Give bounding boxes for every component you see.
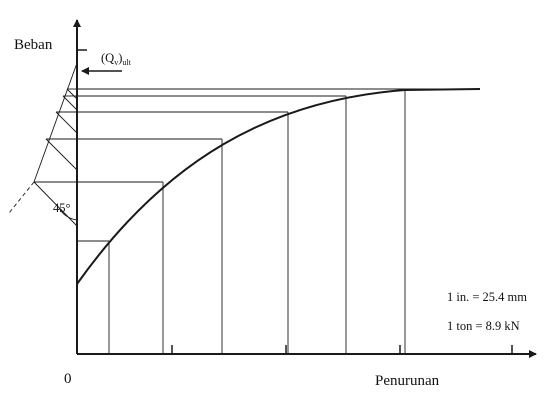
ultimate-load-label: (Qv)ult — [101, 51, 132, 67]
diagonal-45 — [55, 111, 78, 134]
envelope-line — [33, 62, 78, 183]
unit-note-inch: 1 in. = 25.4 mm — [447, 290, 527, 304]
axis-ticks — [77, 49, 513, 354]
diagonal-45 — [45, 138, 78, 171]
ultimate-load-main: (Q — [101, 51, 114, 65]
vertical-construction-lines — [108, 89, 406, 354]
diagonal-45 — [33, 181, 78, 227]
load-settlement-curve — [76, 88, 481, 285]
ultimate-load-sub-ult: ult — [122, 58, 131, 67]
angle-arc — [58, 207, 78, 221]
horizontal-construction-lines — [77, 88, 480, 242]
ultimate-load-close: ) — [118, 51, 122, 65]
y-axis-label: Beban — [14, 37, 53, 53]
envelope-line-dashed — [8, 181, 35, 214]
origin-label: 0 — [64, 371, 72, 387]
diagonal-45 — [66, 88, 78, 100]
angle-label: 45° — [53, 201, 71, 215]
ultimate-load-sub-v: v — [114, 58, 118, 67]
diagonal-45 — [62, 95, 78, 111]
axes — [73, 19, 537, 358]
unit-note-ton: 1 ton = 8.9 kN — [447, 319, 520, 333]
x-axis-label: Penurunan — [375, 373, 440, 389]
left-construction — [8, 62, 78, 227]
